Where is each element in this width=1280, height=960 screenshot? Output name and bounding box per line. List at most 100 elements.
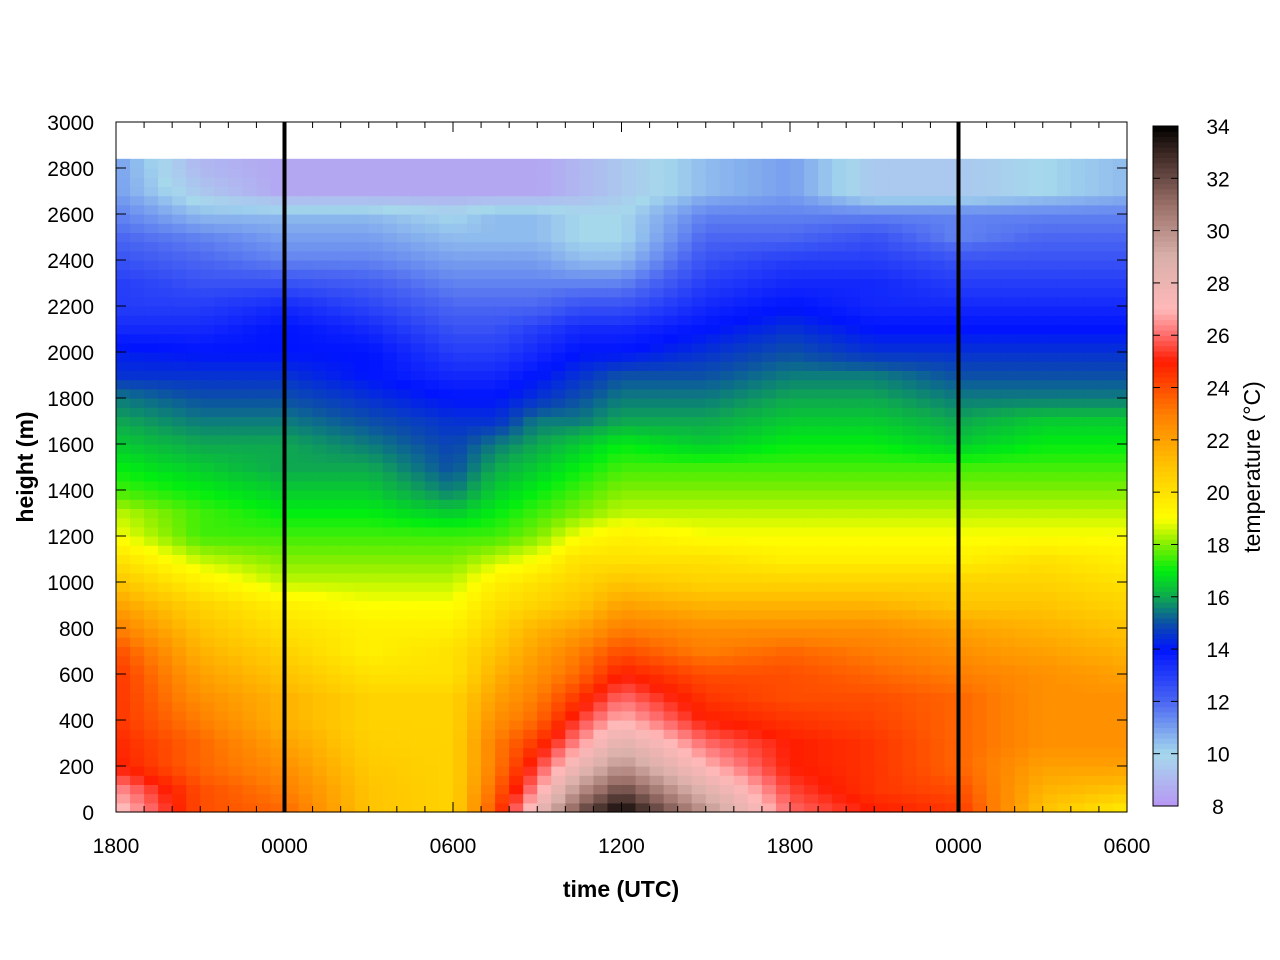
heatmap-cell (551, 618, 566, 629)
heatmap-cell (761, 361, 777, 371)
heatmap-cell (621, 388, 637, 399)
heatmap-cell (677, 250, 693, 261)
heatmap-cell (396, 499, 412, 509)
heatmap-cell (1084, 692, 1100, 703)
heatmap-cell (804, 324, 819, 335)
heatmap-cell (1000, 232, 1016, 243)
heatmap-cell (832, 720, 847, 730)
heatmap-cell (523, 444, 538, 454)
heatmap-cell (916, 738, 932, 749)
heatmap-cell (804, 674, 819, 684)
heatmap-cell (1000, 186, 1016, 197)
heatmap-cell (130, 664, 145, 675)
heatmap-cell (1084, 536, 1100, 546)
heatmap-cell (368, 775, 384, 785)
heatmap-cell (172, 177, 187, 187)
heatmap-cell (467, 232, 482, 243)
heatmap-cell (495, 186, 510, 197)
heatmap-cell (551, 232, 566, 243)
heatmap-cell (705, 352, 721, 362)
heatmap-cell (256, 517, 272, 528)
heatmap-cell (747, 398, 763, 408)
heatmap-cell (214, 729, 229, 739)
heatmap-cell (888, 398, 903, 408)
heatmap-cell (551, 260, 566, 270)
heatmap-cell (481, 370, 496, 381)
heatmap-cell (888, 370, 903, 381)
heatmap-cell (326, 269, 342, 279)
heatmap-cell (986, 388, 1002, 399)
heatmap-cell (172, 646, 187, 657)
heatmap-cell (1000, 177, 1016, 187)
heatmap-cell (242, 158, 258, 169)
heatmap-cell (551, 747, 566, 758)
heatmap-cell (621, 775, 637, 785)
heatmap-cell (1000, 775, 1016, 785)
heatmap-cell (1056, 204, 1072, 215)
heatmap-cell (1014, 517, 1030, 528)
heatmap-cell (888, 618, 903, 629)
heatmap-cell (790, 471, 805, 482)
heatmap-cell (256, 572, 272, 583)
heatmap-cell (804, 646, 819, 657)
heatmap-cell (761, 508, 777, 519)
heatmap-cell (607, 747, 623, 758)
heatmap-cell (930, 333, 946, 344)
heatmap-cell (818, 260, 833, 270)
heatmap-cell (916, 260, 932, 270)
heatmap-cell (200, 563, 215, 574)
heatmap-cell (438, 186, 454, 197)
heatmap-cell (804, 710, 819, 721)
heatmap-cell (860, 214, 875, 224)
heatmap-cell (144, 370, 159, 381)
heatmap-cell (424, 269, 440, 279)
heatmap-cell (467, 637, 482, 647)
heatmap-cell (846, 729, 861, 739)
heatmap-cell (832, 278, 847, 289)
heatmap-cell (537, 655, 552, 666)
heatmap-cell (818, 545, 833, 555)
heatmap-cell (354, 398, 370, 408)
heatmap-cell (1084, 370, 1100, 381)
heatmap-cell (972, 683, 988, 693)
heatmap-cell (846, 250, 861, 261)
heatmap-cell (537, 766, 552, 776)
heatmap-cell (972, 664, 988, 675)
heatmap-cell (537, 802, 552, 813)
heatmap-cell (635, 278, 651, 289)
heatmap-cell (158, 462, 173, 473)
heatmap-cell (860, 315, 875, 325)
heatmap-cell (972, 609, 988, 620)
heatmap-cell (1028, 655, 1044, 666)
heatmap-cell (804, 471, 819, 482)
heatmap-cell (790, 223, 805, 233)
heatmap-cell (424, 232, 440, 243)
heatmap-cell (1000, 554, 1016, 565)
heatmap-cell (453, 609, 468, 620)
heatmap-cell (1042, 250, 1058, 261)
heatmap-cell (242, 729, 258, 739)
heatmap-cell (677, 683, 693, 693)
heatmap-cell (523, 370, 538, 381)
heatmap-cell (930, 287, 946, 298)
heatmap-cell (523, 802, 538, 813)
heatmap-cell (565, 517, 580, 528)
heatmap-cell (860, 747, 875, 758)
heatmap-cell (958, 536, 974, 546)
heatmap-cell (972, 462, 988, 473)
heatmap-cell (607, 793, 623, 804)
heatmap-cell (312, 720, 328, 730)
heatmap-cell (116, 499, 131, 509)
heatmap-cell (424, 701, 440, 712)
heatmap-cell (635, 710, 651, 721)
heatmap-cell (228, 398, 243, 408)
heatmap-cell (130, 646, 145, 657)
heatmap-cell (747, 333, 763, 344)
heatmap-cell (228, 471, 243, 482)
heatmap-cell (846, 517, 861, 528)
heatmap-cell (1014, 168, 1030, 178)
heatmap-cell (438, 214, 454, 224)
heatmap-cell (635, 683, 651, 693)
heatmap-cell (790, 214, 805, 224)
heatmap-cell (424, 563, 440, 574)
